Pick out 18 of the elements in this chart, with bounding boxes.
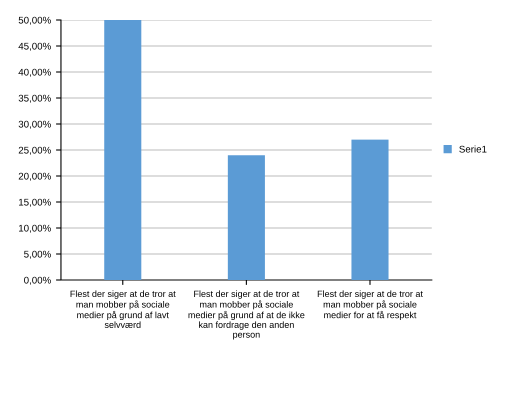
y-tick-label: 10,00% xyxy=(19,224,51,233)
bar xyxy=(351,140,389,280)
y-tick-label: 35,00% xyxy=(18,94,51,103)
y-tick-label: 40,00% xyxy=(18,68,51,77)
y-tick-label: 15,00% xyxy=(19,198,51,207)
y-tick-label: 20,00% xyxy=(18,172,51,181)
y-tick-label: 30,00% xyxy=(18,120,51,129)
bar xyxy=(228,155,265,280)
y-tick-label: 50,00% xyxy=(18,16,51,25)
x-tick-label: Flest der siger at de tror at man mobber på sociale medier på grund af at de ikke kan fordrage den anden person xyxy=(188,290,304,340)
legend-label: Serie1 xyxy=(459,145,486,153)
bar xyxy=(104,20,142,280)
x-tick-label: Flest der siger at de tror at man mobber på sociale medier på grund af lavt selvværd xyxy=(70,290,176,328)
y-tick-label: 5,00% xyxy=(24,250,51,259)
y-tick-label: 0,00% xyxy=(24,276,51,285)
y-tick-label: 45,00% xyxy=(18,42,51,51)
y-tick-label: 25,00% xyxy=(18,146,51,155)
x-tick-label: Flest der siger at de tror at man mobber på sociale medier for at få respekt xyxy=(318,290,423,320)
